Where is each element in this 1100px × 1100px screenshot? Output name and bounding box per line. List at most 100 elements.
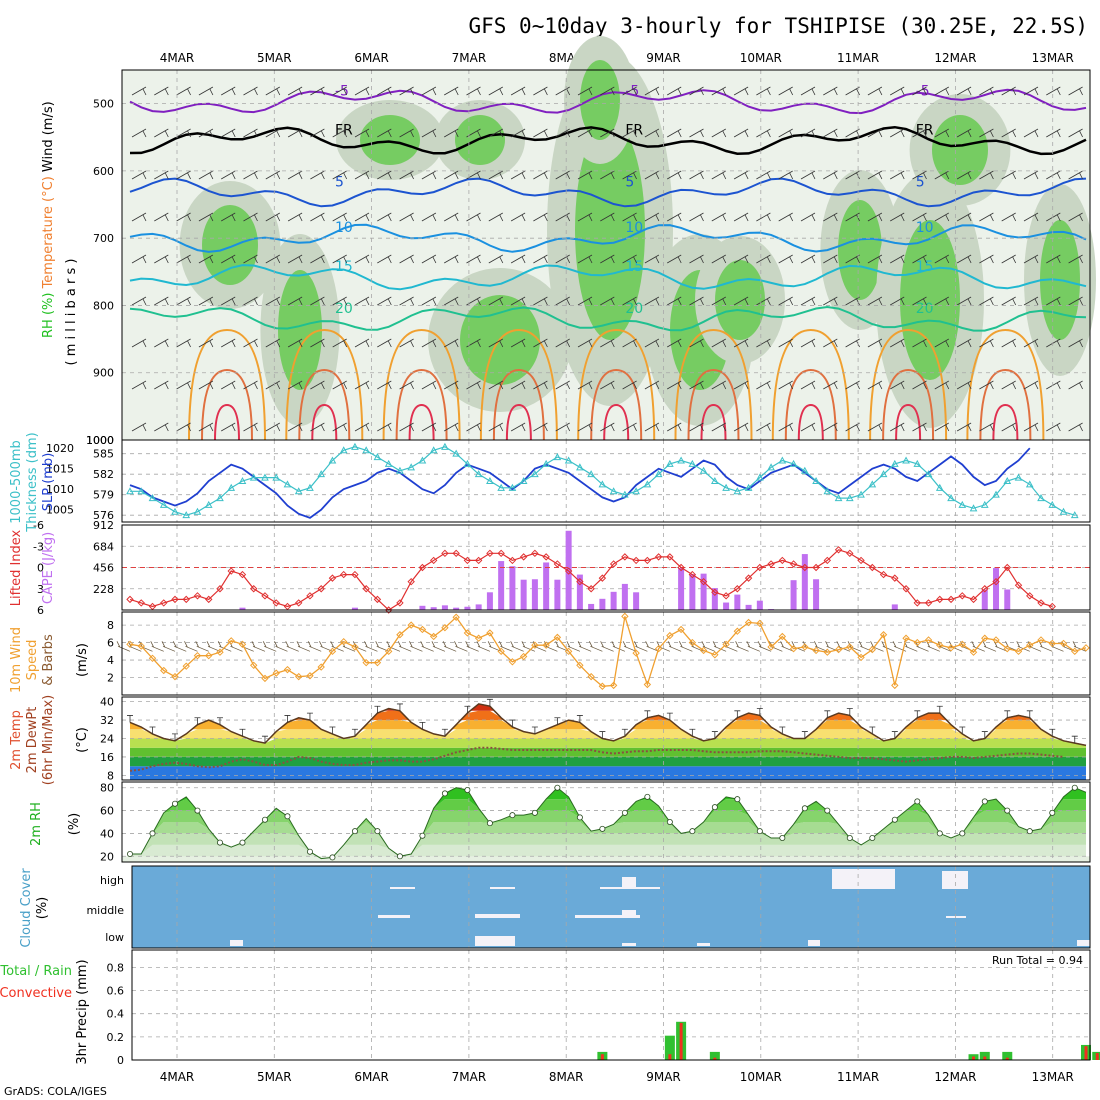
thickness-point [677, 456, 685, 464]
rh-band [130, 799, 1086, 859]
wind-speed-point [868, 645, 877, 654]
wind-barb [176, 170, 191, 180]
wind-barb [778, 296, 794, 306]
temp-tick-label: 24 [100, 733, 114, 746]
wind-barb [1068, 128, 1083, 138]
wind-barb [131, 128, 147, 138]
pressure-tick-label: 700 [93, 232, 114, 245]
isotherm-label: 10 [335, 220, 353, 236]
wind-barb [221, 170, 236, 180]
wind-barb [488, 422, 504, 432]
temp-tick-label: 8 [107, 769, 114, 782]
wind-barb [644, 128, 660, 138]
lifted-index-point [429, 556, 438, 565]
wind-barb [1023, 296, 1039, 306]
isotherm-label: 5 [916, 174, 925, 190]
wind-barb [577, 422, 593, 432]
surface-wind-barb [634, 641, 648, 652]
surface-wind-barb [701, 641, 716, 652]
wind-barb [956, 296, 972, 306]
wind-speed-point [711, 651, 719, 659]
surface-wind-barb [521, 641, 536, 652]
rh-point [1004, 807, 1011, 814]
cape-bar [745, 604, 752, 610]
day-label-top: 10MAR [740, 51, 782, 65]
cape-tick-label: 456 [93, 562, 114, 575]
wind-speed-point [564, 647, 573, 656]
surface-wind-barb [971, 641, 985, 652]
li-tick-label: 0 [37, 562, 44, 575]
wind-barb [577, 86, 593, 96]
wind-barb [154, 128, 169, 138]
wind-speed-point [699, 646, 708, 655]
lifted-index-point [486, 549, 494, 558]
li-tick-label: 3 [37, 583, 44, 596]
cape-bar [723, 602, 730, 610]
slp-tick-label: 1020 [46, 442, 74, 455]
wind-speed-point [756, 619, 764, 628]
cloud-patch [832, 869, 895, 889]
wind-barb [1023, 170, 1039, 180]
wind-barb [243, 338, 258, 348]
wind-speed-point [1026, 641, 1034, 649]
cape-bar [734, 594, 741, 610]
wind-barb [890, 86, 905, 96]
wind-barb [867, 128, 883, 138]
wind-barb [867, 170, 883, 180]
wind-speed-point [396, 631, 404, 639]
warm-surface-isotherm [395, 368, 448, 441]
wind-barb [1023, 128, 1039, 138]
lifted-index-point [598, 574, 607, 582]
wind-barb [1001, 254, 1017, 264]
wind-barb [399, 170, 414, 180]
lifted-index-point [508, 556, 517, 565]
lifted-index-point [542, 553, 550, 561]
temp-unit-label: (°C) [75, 727, 90, 753]
wind-speed-point [474, 634, 483, 642]
wind-barb [644, 170, 660, 180]
wind-barb [510, 128, 526, 138]
wind-barb [310, 86, 325, 96]
precip-conv-label: Convective [0, 986, 72, 1001]
surface-wind-barb [364, 641, 378, 652]
minmax-whisker [666, 712, 673, 721]
surface-wind-barb [285, 641, 299, 652]
rh-shade-wet [575, 120, 645, 340]
wind-barb [1001, 422, 1017, 432]
wind-speed-point [1003, 644, 1011, 653]
surface-wind-barb [206, 641, 221, 652]
wind-barb [265, 422, 281, 432]
wind-barb [711, 86, 727, 96]
isotherm-line [129, 305, 1087, 332]
wind-speed-point [598, 682, 607, 690]
surface-wind-barb [150, 641, 164, 652]
thickness-point [553, 453, 562, 461]
thickness-point [879, 470, 888, 478]
day-label-bottom: 9MAR [646, 1070, 681, 1084]
wind-barb [800, 254, 816, 264]
wind-barb [1068, 212, 1083, 222]
precip-total-bar [1002, 1051, 1013, 1060]
wind-barb [154, 212, 169, 222]
cape-bar [790, 580, 797, 610]
precip-convective-bar [1084, 1046, 1088, 1060]
thickness-point [632, 487, 640, 495]
cape-bar [678, 568, 685, 610]
lifted-index-point [373, 595, 382, 604]
rh-tick-label: 80 [100, 782, 114, 795]
wind-barb [444, 212, 459, 222]
wind-barb [332, 338, 348, 348]
wind-barb [421, 380, 437, 390]
day-label-top: 5MAR [257, 51, 292, 65]
svg-text:RH (%) Temperatu: RH (%) Temperature (°C) Wind (m/s) [41, 101, 56, 338]
wind-speed-point [294, 672, 303, 681]
cloud-patch [697, 943, 710, 946]
wind-barb [354, 128, 370, 138]
wind-barb [689, 422, 704, 432]
wind-barb [756, 338, 771, 348]
thickness-point [474, 470, 483, 478]
warm-surface-isotherm [285, 328, 364, 441]
wind-barb [644, 296, 660, 306]
minmax-whisker [509, 719, 516, 727]
